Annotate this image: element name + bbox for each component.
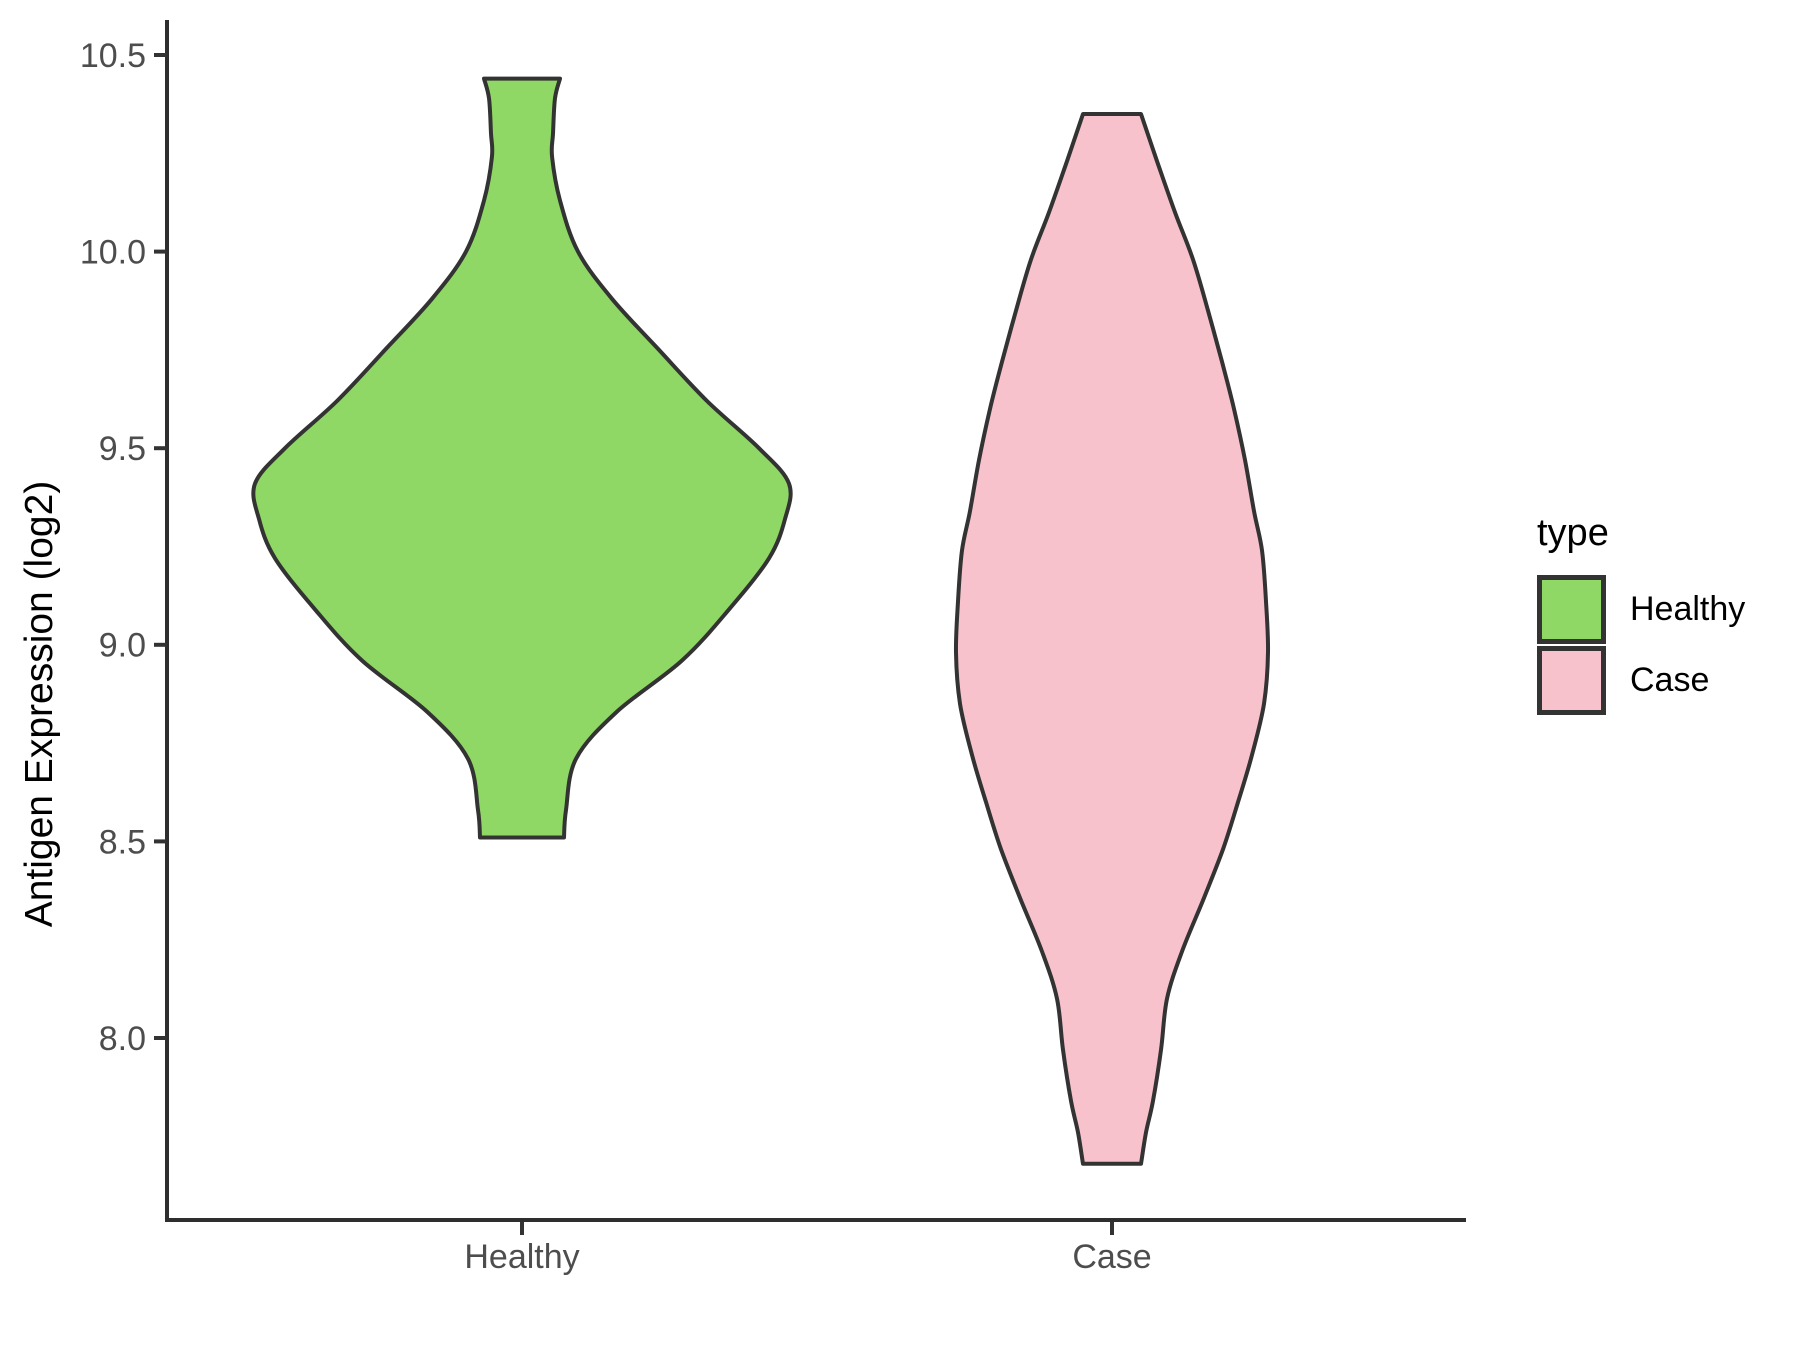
y-tick-label: 8.0 [99, 1020, 146, 1058]
legend-item-case: Case [1537, 646, 1745, 715]
y-tick-label: 9.0 [99, 627, 146, 665]
legend: type Healthy Case [1537, 512, 1745, 717]
y-tick-label: 10.0 [80, 234, 146, 272]
violin-case [953, 112, 1271, 1166]
violin-healthy [251, 76, 793, 840]
x-category-label: Case [1072, 1238, 1151, 1276]
legend-item-healthy: Healthy [1537, 575, 1745, 644]
axes-layer [165, 20, 1466, 1222]
y-tick-label: 8.5 [99, 823, 146, 861]
x-axis-ticks: Healthy Case [464, 1222, 1152, 1276]
legend-label-case: Case [1630, 661, 1710, 699]
legend-swatch-healthy [1537, 575, 1606, 644]
y-tick-label: 9.5 [99, 430, 146, 468]
y-tick-label: 10.5 [80, 37, 146, 75]
x-category-label: Healthy [464, 1238, 579, 1276]
y-axis-title: Antigen Expression (log2) [18, 480, 61, 928]
legend-label-healthy: Healthy [1630, 590, 1746, 628]
legend-title: type [1537, 512, 1609, 554]
violins-layer [251, 76, 1271, 1166]
legend-swatch-case [1537, 646, 1606, 715]
y-axis-ticks: 10.5 10.0 9.5 9.0 8.5 8.0 [80, 37, 167, 1058]
